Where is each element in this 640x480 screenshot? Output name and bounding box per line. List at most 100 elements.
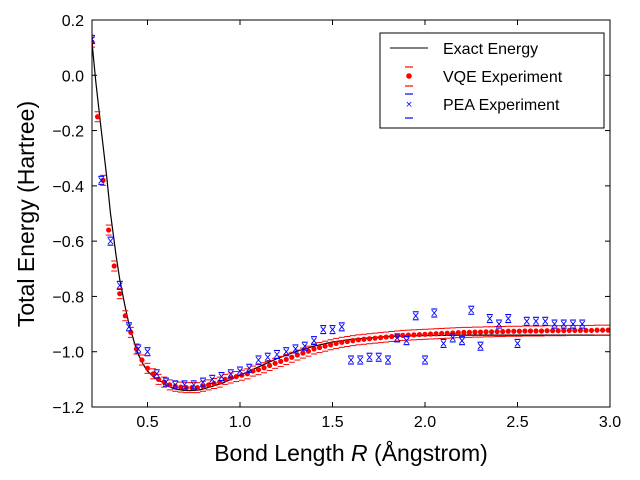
vqe-point [267,362,273,369]
vqe-point [522,328,528,334]
vqe-point [339,339,345,345]
vqe-point [605,327,610,333]
y-axis: 0.2 0.0 −0.2 −0.4 −0.6 −0.8 −1.0 −1.2 [52,13,610,417]
y-tick-label: −0.4 [52,179,84,196]
pea-point [468,306,475,314]
pea-point [366,353,373,361]
pea-point [440,340,447,347]
vqe-point [427,331,434,337]
pea-point [255,356,262,364]
pea-point [338,323,345,331]
pea-point [301,342,308,350]
vqe-point [144,365,151,371]
vqe-point [355,337,361,343]
pea-point [505,315,512,322]
pea-point [560,320,567,328]
plot-frame [91,19,611,408]
vqe-point [394,333,400,339]
vqe-point [461,329,467,335]
legend-label-pea: PEA Experiment [443,97,560,114]
vqe-point [416,331,423,338]
vqe-point [372,335,378,341]
pea-point [218,373,225,380]
vqe-point [550,328,556,334]
pea-point [422,356,428,364]
pea-point [98,177,105,184]
vqe-point [139,357,145,363]
vqe-point [555,328,561,334]
vqe-point [361,336,367,342]
vqe-point [600,327,606,333]
legend-frame [379,32,605,129]
pea-point [357,356,364,364]
vqe-point [538,328,545,334]
vqe-point [483,329,489,335]
pea-point [385,356,391,364]
x-tick-label: 2.5 [506,414,528,431]
vqe-point [255,367,262,373]
vqe-point [433,331,439,337]
pea-point [311,337,317,344]
pea-point [116,282,123,289]
vqe-point [344,338,350,345]
legend: Exact Energy VQE Experiment × PEA Experi… [379,32,605,129]
vqe-point [494,328,500,335]
vqe-point [572,327,578,334]
vqe-point [489,329,495,335]
pea-point [412,312,419,320]
vqe-point [400,332,406,339]
vqe-point [444,330,450,336]
pea-point [320,326,327,333]
vqe-point [439,330,445,337]
x-axis: 0.5 1.0 1.5 2.0 2.5 3.0 [136,20,621,431]
x-tick-label: 1.0 [229,414,251,431]
vqe-point [527,328,534,334]
vqe-point [422,331,428,337]
pea-point [431,309,438,317]
pea-point [190,381,197,389]
vqe-point [150,371,156,377]
vqe-point [577,327,584,334]
vqe-point [350,338,356,344]
vqe-point [328,342,334,348]
vqe-experiment-series [92,36,610,394]
vqe-point [316,344,323,351]
pea-point [200,378,206,386]
vqe-point [505,328,511,334]
pea-point [107,237,114,245]
vqe-point [383,334,389,340]
vqe-point [278,358,284,364]
vqe-point [366,336,373,342]
pea-point [449,334,456,342]
vqe-point [477,329,484,335]
vqe-point [300,350,306,356]
pea-point [523,318,530,325]
y-axis-title: Total Energy (Hartree) [13,101,39,327]
vqe-point [583,327,589,334]
pea-point [514,340,521,347]
vqe-point [500,328,506,335]
vqe-point [289,354,295,360]
pea-point [348,356,354,364]
y-tick-label: 0.0 [62,68,84,85]
pea-point [153,370,160,378]
x-tick-label: 2.0 [414,414,436,431]
vqe-point [566,327,572,334]
pea-point [144,348,151,356]
vqe-point [322,343,328,349]
pea-point [477,342,484,350]
legend-marker-vqe [406,73,412,79]
legend-label-vqe: VQE Experiment [443,69,563,86]
vqe-point [261,365,267,371]
vqe-point [466,329,472,335]
x-axis-title-end: (Ångstrom) [368,439,488,466]
pea-point [551,320,558,328]
vqe-point [305,348,312,354]
pea-point [403,337,410,344]
pea-point [570,320,576,328]
y-tick-label: −0.2 [52,124,84,141]
y-tick-label: −0.6 [52,234,84,251]
vqe-point [472,329,478,335]
pea-point [246,365,253,372]
